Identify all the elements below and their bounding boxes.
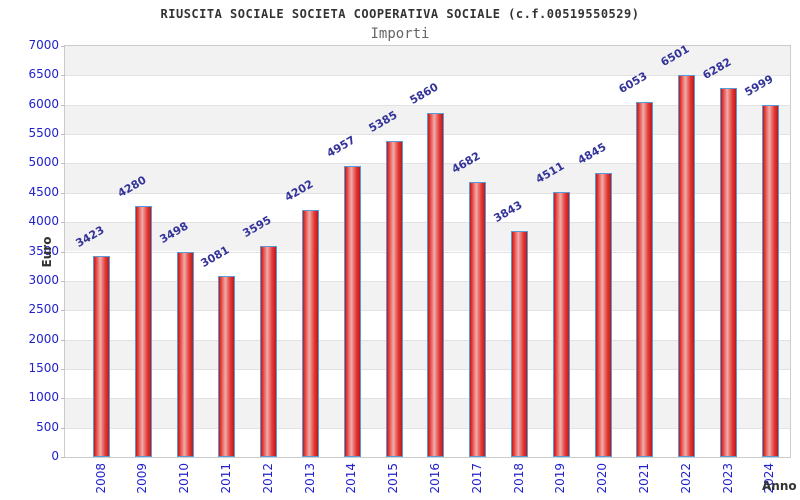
bar-2022 xyxy=(678,75,696,457)
gridline xyxy=(65,104,790,106)
x-tick-label: 2021 xyxy=(636,463,651,494)
x-tick-label: 2022 xyxy=(678,463,693,494)
y-tick-mark xyxy=(61,368,65,370)
y-tick-mark xyxy=(61,222,65,224)
plot-area: 3423 4280 3498 3081 3595 4202 4957 5385 5860 4682… xyxy=(64,43,791,458)
y-tick-label: 2000 xyxy=(28,331,59,346)
y-tick-label: 7000 xyxy=(28,38,59,52)
bar-2015 xyxy=(385,140,403,457)
bar-2018 xyxy=(511,231,528,457)
bar-2013 xyxy=(302,210,319,457)
bar-2017 xyxy=(469,182,487,457)
x-tick-label: 2013 xyxy=(302,463,317,494)
y-tick-mark xyxy=(61,310,65,312)
x-axis-title: Anno xyxy=(762,479,797,493)
x-tick-label: 2011 xyxy=(218,463,233,494)
y-tick-label: 4000 xyxy=(28,214,59,229)
y-tick-mark xyxy=(61,75,65,77)
bar-2011 xyxy=(218,276,236,457)
gridline xyxy=(65,75,790,77)
y-tick-mark xyxy=(61,134,65,136)
x-tick-label: 2016 xyxy=(427,463,442,494)
bar-2010 xyxy=(176,251,194,457)
y-tick-label: 1000 xyxy=(28,390,59,405)
y-tick-label: 0 xyxy=(51,449,59,463)
y-tick-label: 3500 xyxy=(28,243,59,258)
bar-2021 xyxy=(636,101,654,457)
x-tick-label: 2014 xyxy=(344,463,359,494)
chart-title: RIUSCITA SOCIALE SOCIETA COOPERATIVA SOC… xyxy=(160,7,640,21)
x-tick-label: 2018 xyxy=(511,463,526,494)
x-tick-label: 2008 xyxy=(93,463,108,494)
bar-2008 xyxy=(93,256,110,457)
plot-band xyxy=(65,46,790,76)
bar-2014 xyxy=(343,165,361,457)
y-tick-label: 6500 xyxy=(28,67,59,82)
y-tick-mark xyxy=(61,251,65,253)
x-tick-label: 2009 xyxy=(135,463,150,494)
x-tick-label: 2017 xyxy=(469,463,484,494)
x-tick-label: 2023 xyxy=(720,463,735,494)
x-tick-label: 2010 xyxy=(177,463,192,494)
x-tick-label: 2015 xyxy=(386,463,401,494)
y-tick-label: 2500 xyxy=(28,302,59,317)
plot-band xyxy=(65,75,790,105)
bar-2016 xyxy=(427,112,445,457)
y-tick-mark xyxy=(61,398,65,400)
y-tick-mark xyxy=(61,104,65,106)
y-tick-label: 5500 xyxy=(28,126,59,141)
x-tick-label: 2020 xyxy=(595,463,610,494)
y-tick-mark xyxy=(61,427,65,429)
y-tick-mark xyxy=(61,280,65,282)
y-tick-label: 500 xyxy=(36,419,59,434)
bar-2019 xyxy=(552,192,570,457)
bar-2020 xyxy=(594,172,612,457)
y-tick-label: 5000 xyxy=(28,155,59,170)
y-tick-label: 6000 xyxy=(28,96,59,111)
y-tick-mark xyxy=(61,163,65,165)
chart-subtitle: Importi xyxy=(370,26,430,42)
y-tick-label: 4500 xyxy=(28,184,59,199)
bar-2009 xyxy=(134,205,152,457)
bar-2012 xyxy=(260,245,278,457)
y-axis-title: Euro xyxy=(40,236,54,268)
y-tick-label: 1500 xyxy=(28,360,59,375)
y-tick-mark xyxy=(61,457,65,458)
x-tick-label: 2019 xyxy=(553,463,568,494)
y-tick-mark xyxy=(61,192,65,194)
x-tick-label: 2012 xyxy=(260,463,275,494)
bar-2024 xyxy=(761,104,779,457)
bar-2023 xyxy=(720,88,737,457)
y-tick-mark xyxy=(61,339,65,341)
y-tick-mark xyxy=(61,46,65,47)
y-tick-label: 3000 xyxy=(28,272,59,287)
